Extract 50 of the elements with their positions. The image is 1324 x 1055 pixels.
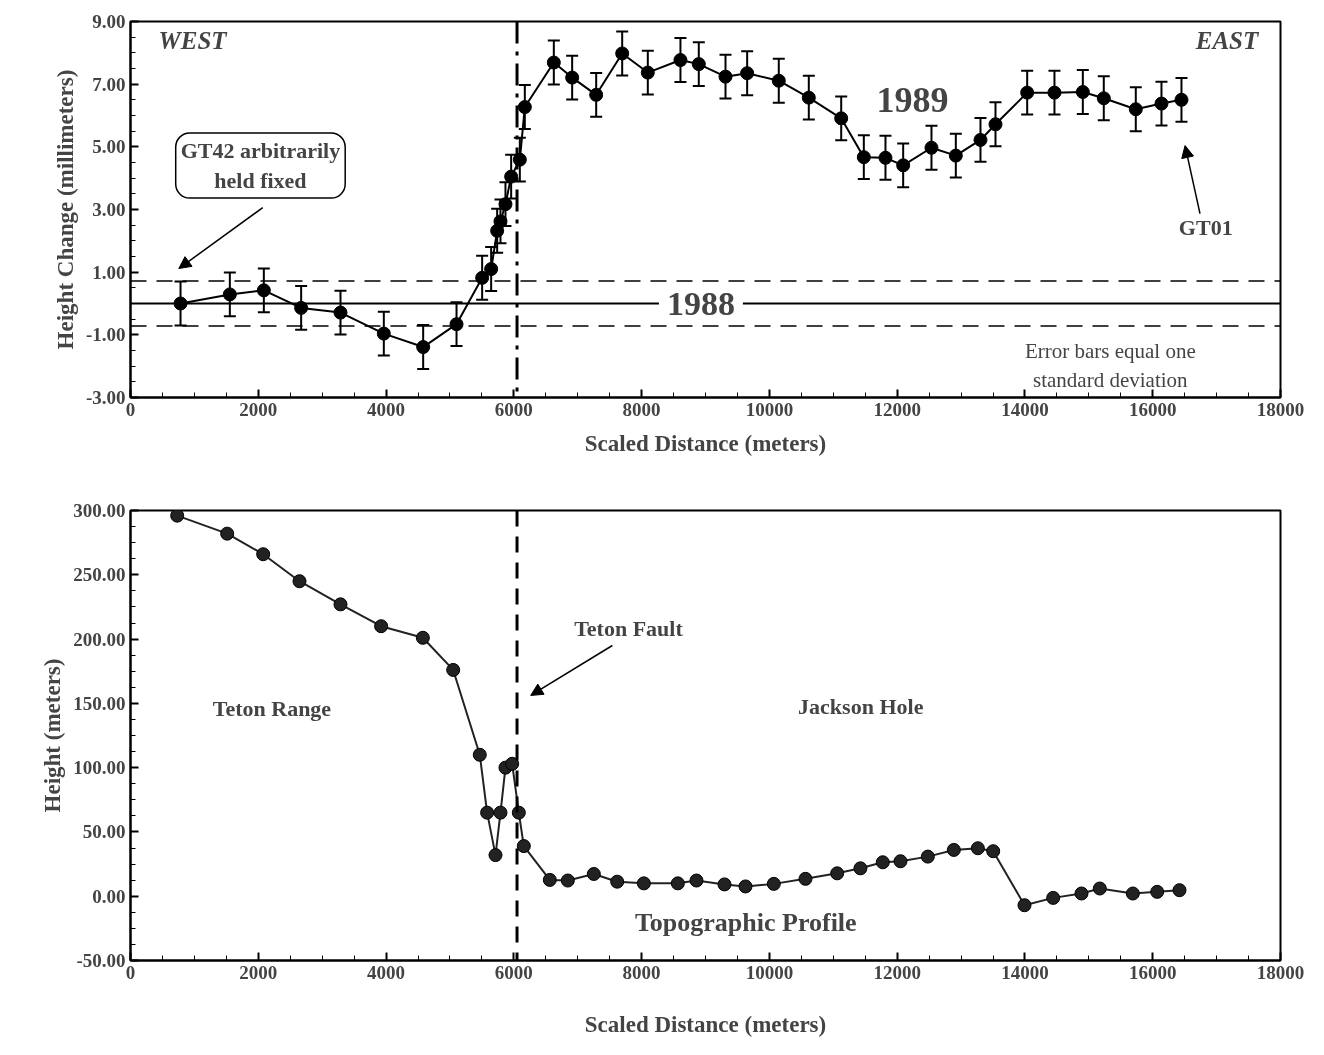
annotation: GT01: [1178, 215, 1233, 241]
y-axis-title: Height Change (millimeters): [52, 69, 78, 350]
series-label: 1988: [666, 284, 735, 322]
annotation: Error bars equal one standard deviation: [1024, 339, 1196, 392]
y-tick-label: -50.00: [76, 950, 126, 971]
annotation: Jackson Hole: [798, 694, 924, 720]
x-axis-title: Scaled Distance (meters): [584, 1011, 827, 1037]
y-tick-label: 250.00: [73, 564, 126, 586]
y-tick-label: 150.00: [73, 692, 126, 714]
x-tick-label: 16000: [1128, 961, 1177, 983]
x-tick-label: 2000: [239, 961, 278, 983]
series-label: 1989: [876, 80, 949, 121]
series-label: Topographic Profile: [634, 907, 857, 937]
x-tick-label: 10000: [745, 398, 794, 420]
x-tick-label: 0: [125, 398, 136, 420]
x-tick-label: 16000: [1128, 398, 1177, 420]
y-tick-label: 200.00: [73, 628, 126, 650]
x-tick-label: 14000: [1001, 961, 1049, 983]
annotation: WEST: [158, 26, 229, 54]
x-tick-label: 0: [125, 961, 136, 983]
annotation: GT42 arbitrarily held fixed: [180, 138, 341, 194]
y-tick-label: -1.00: [85, 324, 126, 346]
y-tick-label: 50.00: [82, 821, 126, 843]
x-tick-label: 14000: [1001, 398, 1049, 420]
x-tick-label: 12000: [873, 961, 921, 983]
x-tick-label: 18000: [1256, 398, 1305, 420]
x-tick-label: 12000: [873, 398, 921, 420]
y-axis-title: Height (meters): [40, 658, 66, 813]
annotation: EAST: [1194, 26, 1260, 54]
y-tick-label: 7.00: [92, 73, 126, 95]
x-tick-label: 8000: [622, 961, 661, 983]
x-tick-label: 6000: [494, 961, 533, 983]
x-tick-label: 8000: [622, 398, 661, 420]
x-tick-label: 4000: [367, 398, 406, 420]
annotation: Teton Fault: [574, 615, 684, 641]
x-tick-label: 10000: [745, 961, 794, 983]
annotation: Teton Range: [212, 696, 332, 721]
y-tick-label: -3.00: [85, 387, 126, 408]
x-axis-title: Scaled Distance (meters): [584, 430, 827, 456]
y-tick-label: 0.00: [92, 885, 126, 907]
x-tick-label: 6000: [494, 398, 533, 420]
x-tick-label: 4000: [367, 961, 406, 983]
x-tick-label: 2000: [239, 398, 278, 420]
y-tick-label: 5.00: [92, 136, 126, 158]
y-tick-label: 300.00: [73, 500, 126, 521]
y-tick-label: 1.00: [92, 261, 126, 283]
x-tick-label: 18000: [1256, 961, 1305, 983]
y-tick-label: 9.00: [92, 11, 126, 32]
y-tick-label: 100.00: [73, 757, 126, 779]
y-tick-label: 3.00: [92, 199, 126, 220]
